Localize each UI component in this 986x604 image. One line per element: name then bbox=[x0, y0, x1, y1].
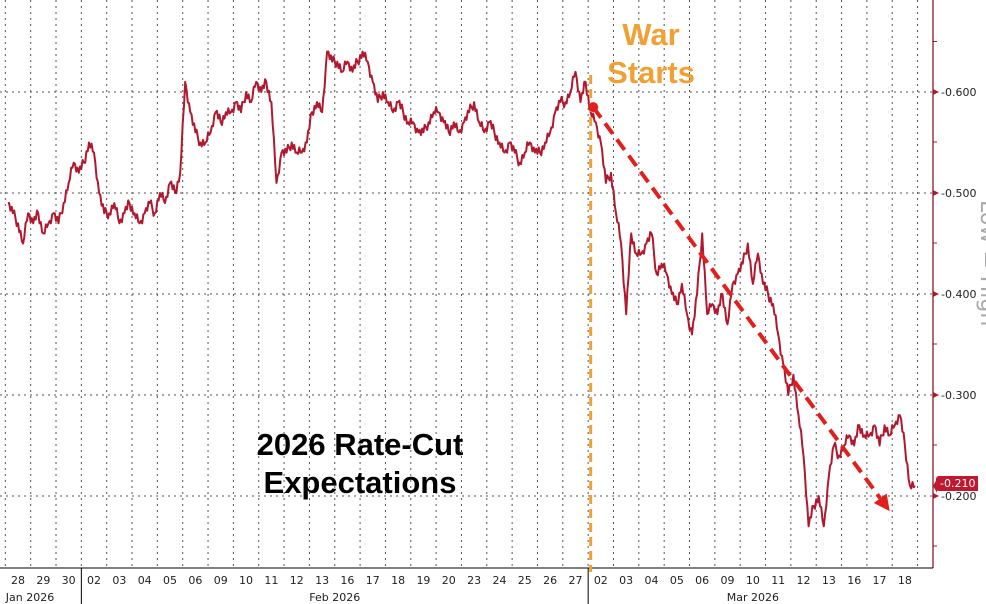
y-tick-label: -0.300 bbox=[941, 389, 976, 402]
x-tick-label: 16 bbox=[340, 574, 354, 587]
month-label: Feb 2026 bbox=[309, 591, 360, 604]
y-tick-label: -0.600 bbox=[941, 86, 976, 99]
x-tick-label: 29 bbox=[36, 574, 50, 587]
x-tick-label: 10 bbox=[746, 574, 760, 587]
y-tick-marker bbox=[933, 190, 939, 196]
x-tick-label: 04 bbox=[645, 574, 659, 587]
x-tick-label: 05 bbox=[163, 574, 177, 587]
x-tick-label: 11 bbox=[264, 574, 278, 587]
x-tick-label: 20 bbox=[442, 574, 456, 587]
x-tick-label: 26 bbox=[543, 574, 557, 587]
y-tick-marker bbox=[933, 291, 939, 297]
y-tick-marker bbox=[933, 89, 939, 95]
x-tick-label: 12 bbox=[290, 574, 304, 587]
x-tick-label: 09 bbox=[214, 574, 228, 587]
x-tick-label: 18 bbox=[898, 574, 912, 587]
x-tick-label: 10 bbox=[239, 574, 253, 587]
x-tick-label: 03 bbox=[112, 574, 126, 587]
x-tick-label: 16 bbox=[847, 574, 861, 587]
y-tick-label: -0.400 bbox=[941, 288, 976, 301]
month-label: Jan 2026 bbox=[5, 591, 54, 604]
x-tick-label: 11 bbox=[771, 574, 785, 587]
x-tick-label: 30 bbox=[62, 574, 76, 587]
y-tick-label: -0.200 bbox=[941, 490, 976, 503]
y-tick-label: -0.500 bbox=[941, 187, 976, 200]
x-tick-label: 06 bbox=[188, 574, 202, 587]
month-label: Mar 2026 bbox=[727, 591, 779, 604]
x-tick-label: 25 bbox=[518, 574, 532, 587]
side-axis-label: Low = High bbox=[975, 200, 986, 327]
trend-arrow-line bbox=[591, 105, 882, 500]
x-tick-label: 23 bbox=[467, 574, 481, 587]
x-tick-label: 18 bbox=[391, 574, 405, 587]
x-tick-label: 17 bbox=[873, 574, 887, 587]
x-tick-label: 13 bbox=[822, 574, 836, 587]
x-tick-label: 13 bbox=[315, 574, 329, 587]
x-tick-label: 09 bbox=[721, 574, 735, 587]
war-starts-annotation: War Starts bbox=[607, 17, 695, 90]
x-tick-label: 19 bbox=[416, 574, 430, 587]
trend-arrow-head bbox=[873, 493, 890, 512]
x-tick-label: 12 bbox=[797, 574, 811, 587]
x-tick-label: 03 bbox=[619, 574, 633, 587]
x-tick-label: 06 bbox=[695, 574, 709, 587]
x-tick-label: 02 bbox=[594, 574, 608, 587]
y-tick-marker bbox=[933, 392, 939, 398]
chart-title: 2026 Rate-Cut Expectations bbox=[256, 427, 464, 500]
x-tick-label: 05 bbox=[670, 574, 684, 587]
x-tick-label: 24 bbox=[492, 574, 506, 587]
x-tick-label: 04 bbox=[138, 574, 152, 587]
y-tick-marker bbox=[933, 493, 939, 499]
x-tick-label: 28 bbox=[11, 574, 25, 587]
x-tick-label: 17 bbox=[366, 574, 380, 587]
x-tick-label: 27 bbox=[568, 574, 582, 587]
series-line bbox=[7, 50, 916, 528]
last-value-badge: -0.210 bbox=[936, 476, 979, 491]
x-tick-label: 02 bbox=[87, 574, 101, 587]
